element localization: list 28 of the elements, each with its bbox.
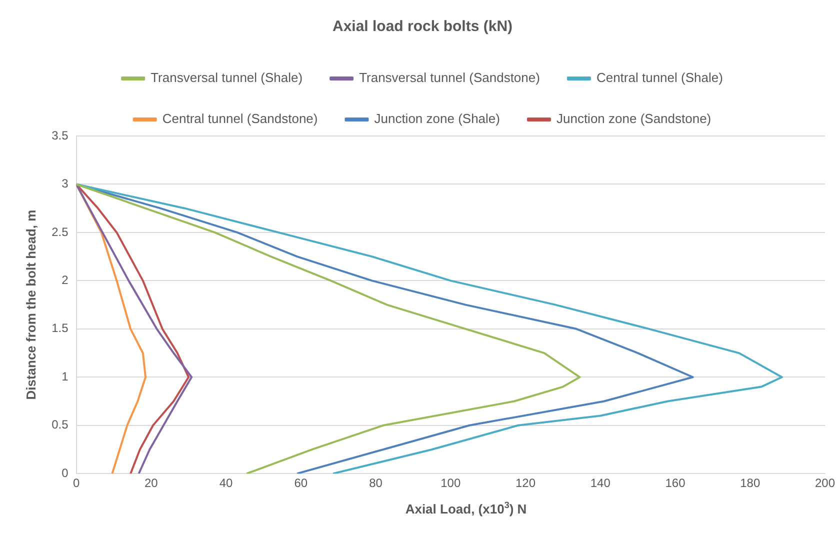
y-tick-label: 3.5 bbox=[52, 128, 69, 142]
x-tick-label: 40 bbox=[219, 476, 234, 490]
legend-label: Transversal tunnel (Shale) bbox=[150, 70, 303, 86]
y-tick-label: 1 bbox=[62, 369, 69, 384]
y-tick-label: 0.5 bbox=[52, 418, 69, 432]
legend-label: Central tunnel (Sandstone) bbox=[162, 111, 318, 126]
x-tick-label: 180 bbox=[740, 476, 760, 490]
y-tick-label: 2.5 bbox=[52, 224, 69, 239]
legend-label: Transversal tunnel (Sandstone) bbox=[359, 70, 540, 86]
x-tick-label: 0 bbox=[72, 476, 80, 490]
x-tick-label: 120 bbox=[515, 476, 536, 490]
y-axis-title: Distance from the bolt head, m bbox=[23, 210, 38, 400]
x-tick-label: 20 bbox=[144, 476, 158, 490]
y-tick-label: 2 bbox=[62, 273, 69, 287]
x-tick-label: 160 bbox=[665, 476, 686, 490]
x-tick-label: 200 bbox=[814, 476, 836, 490]
chart-title: Axial load rock bolts (kN) bbox=[332, 18, 513, 36]
x-tick-label: 100 bbox=[440, 476, 461, 490]
y-tick-label: 1.5 bbox=[52, 321, 69, 336]
x-tick-label: 80 bbox=[369, 476, 383, 490]
x-tick-label: 60 bbox=[294, 476, 308, 490]
legend-label: Junction zone (Sandstone) bbox=[556, 111, 712, 126]
x-tick-label: 140 bbox=[590, 476, 611, 490]
y-tick-label: 3 bbox=[62, 176, 69, 191]
x-axis-title: Axial Load, (x10$^{3}$) N bbox=[404, 500, 528, 516]
legend-label: Junction zone (Shale) bbox=[374, 111, 500, 126]
y-tick-label: 0 bbox=[62, 466, 69, 480]
legend-label: Central tunnel (Shale) bbox=[596, 70, 723, 86]
